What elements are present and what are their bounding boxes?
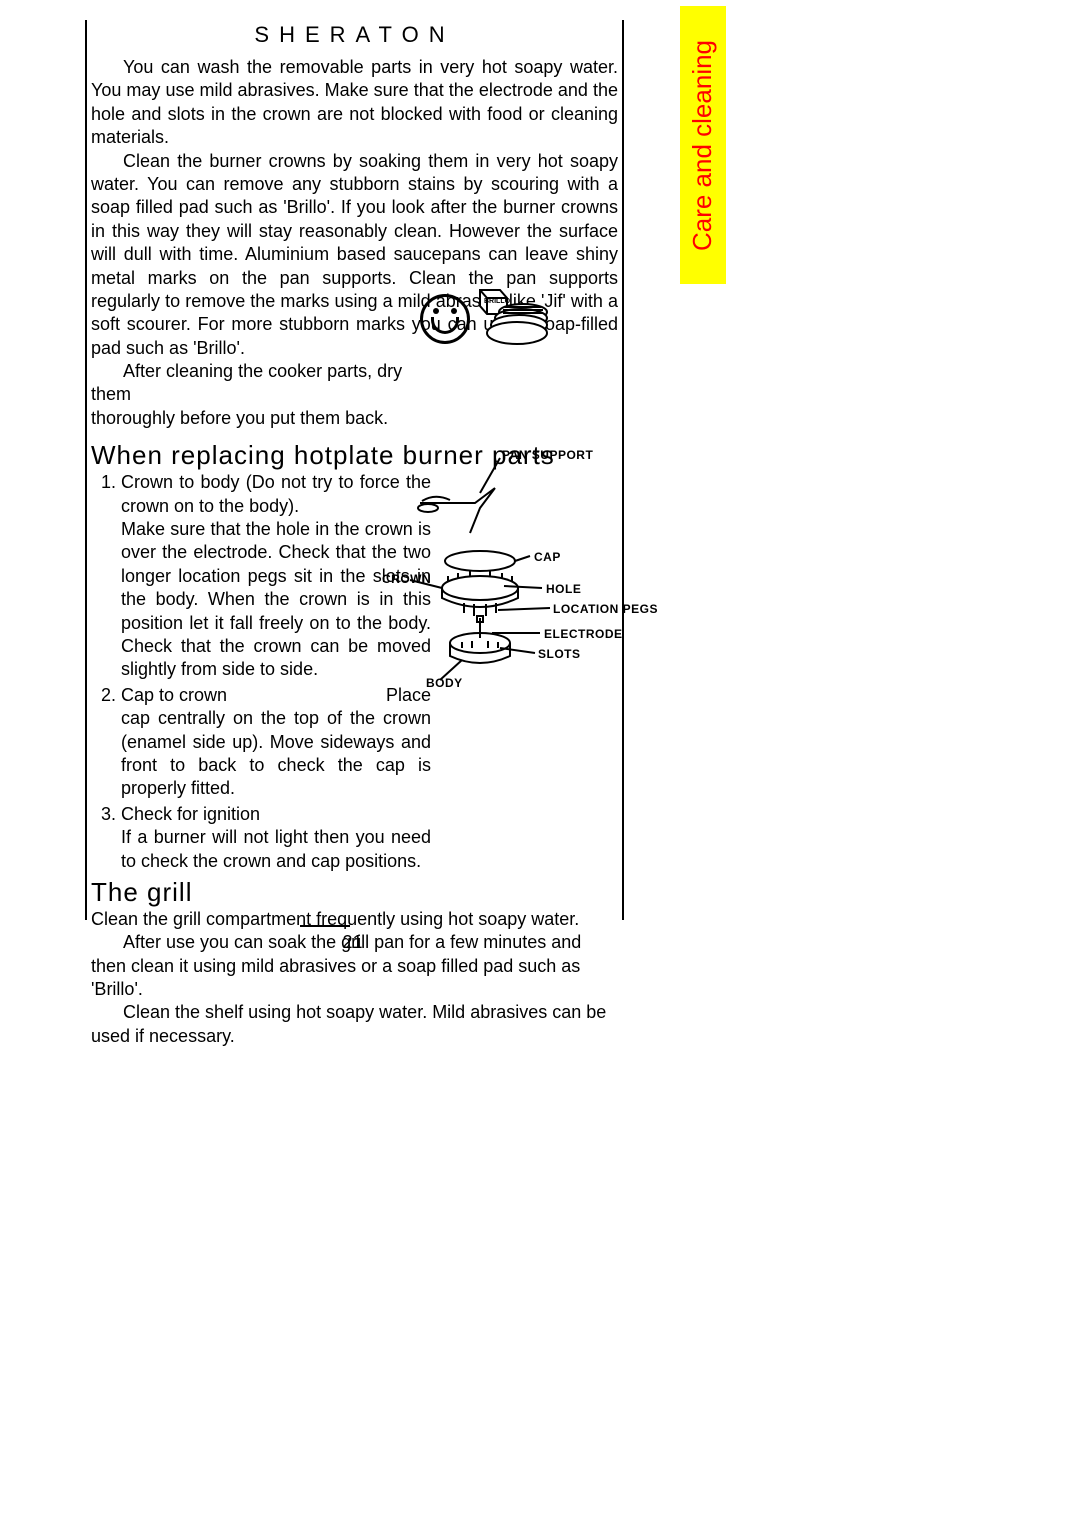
step-2-left: Cap to crown <box>121 684 227 707</box>
burner-diagram: PAN SUPPORT CAP CROWN HOLE LOCATION PEGS… <box>400 448 620 688</box>
grill-p3: Clean the shelf using hot soapy water. M… <box>91 1001 618 1048</box>
step-3-lead: Check for ignition <box>121 804 260 824</box>
side-tab-text: Care and cleaning <box>680 6 726 284</box>
brillo-icon: BRILLO <box>475 288 555 348</box>
step-3-body: If a burner will not light then you need… <box>121 826 431 873</box>
page-number-rule <box>300 925 350 927</box>
paragraph-3a: After cleaning the cooker parts, dry the… <box>91 360 411 407</box>
grill-p1: Clean the grill compartment frequently u… <box>91 908 618 931</box>
paragraph-3b: thoroughly before you put them back. <box>91 407 411 430</box>
step-2-body: cap centrally on the top of the crown (e… <box>121 707 431 801</box>
grill-block: Clean the grill compartment frequently u… <box>87 908 622 1048</box>
section-grill-heading: The grill <box>91 877 622 908</box>
label-crown: CROWN <box>382 572 408 586</box>
label-slots: SLOTS <box>538 647 581 661</box>
step-1-lead: Crown to body (Do not try to force the c… <box>121 472 431 515</box>
label-hole: HOLE <box>546 582 581 596</box>
step-3: Check for ignition If a burner will not … <box>121 803 431 873</box>
label-location-pegs: LOCATION PEGS <box>553 602 658 616</box>
label-pan-support: PAN SUPPORT <box>502 448 593 462</box>
smiley-icon <box>420 294 470 344</box>
body-text: You can wash the removable parts in very… <box>87 56 622 430</box>
label-cap: CAP <box>534 550 561 564</box>
burner-diagram-svg <box>400 448 620 688</box>
step-1-body: Make sure that the hole in the crown is … <box>121 518 431 682</box>
step-2: Cap to crown Place cap centrally on the … <box>121 684 431 801</box>
side-tab-label: Care and cleaning <box>688 39 719 250</box>
brillo-label: BRILLO <box>484 298 511 305</box>
label-body: BODY <box>426 676 463 690</box>
page-title: SHERATON <box>87 20 622 56</box>
paragraph-1: You can wash the removable parts in very… <box>91 56 618 150</box>
side-tab: Care and cleaning <box>680 6 726 284</box>
page-number: 21 <box>85 932 620 953</box>
illustration-cleaning: BRILLO <box>420 288 550 348</box>
steps-list: Crown to body (Do not try to force the c… <box>87 471 431 873</box>
page: Care and cleaning SHERATON You can wash … <box>0 0 1080 1528</box>
label-electrode: ELECTRODE <box>544 627 623 641</box>
